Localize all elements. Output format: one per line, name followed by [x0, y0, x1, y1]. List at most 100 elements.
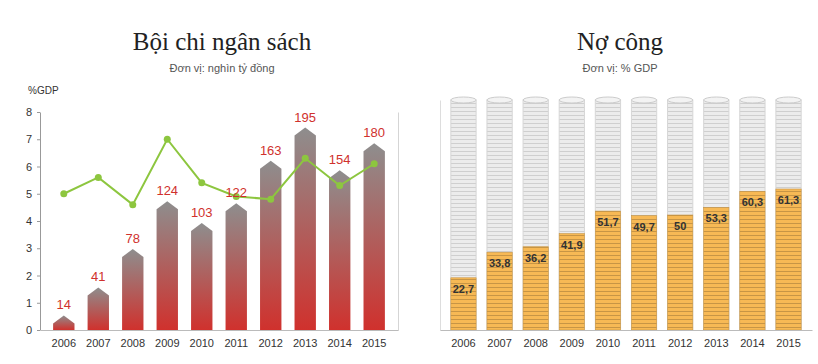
track-top-coin: [740, 97, 765, 103]
bar: [487, 252, 512, 330]
chart-subtitle: Đơn vị: % GDP: [582, 62, 657, 74]
y-tick: 1: [26, 297, 40, 309]
x-tick-label: 2013: [704, 337, 728, 349]
chart-title: Bội chi ngân sách: [133, 28, 312, 55]
line: [64, 139, 374, 204]
bar: [559, 234, 584, 330]
y-tick: 2: [26, 270, 40, 282]
x-tick: 2013: [704, 330, 728, 349]
bar: [740, 191, 765, 330]
x-tick-label: 2008: [121, 337, 145, 349]
data-label: 154: [329, 152, 351, 167]
x-tick: 2006: [52, 330, 76, 349]
y-tick-label: 3: [26, 242, 32, 254]
y-tick-mark: [37, 276, 40, 277]
y-tick-label: 6: [26, 161, 32, 173]
bar: [668, 215, 693, 330]
bar: [157, 201, 178, 330]
data-label: 41,9: [561, 239, 582, 251]
x-axis-line: [441, 330, 813, 331]
x-tick-label: 2008: [523, 337, 547, 349]
y-tick: 0: [26, 324, 40, 336]
bar: [364, 143, 385, 330]
chart-svg: Bội chi ngân sách Đơn vị: nghìn tỷ đồng 0 1…: [0, 0, 818, 364]
data-label: 195: [294, 110, 316, 125]
column-track: [451, 97, 801, 330]
marker: [336, 182, 343, 189]
x-tick: 2012: [258, 330, 282, 349]
data-label: 49,7: [633, 221, 654, 233]
x-tick-label: 2009: [155, 337, 179, 349]
track-top-coin: [487, 97, 512, 103]
y-tick-label: 4: [26, 215, 32, 227]
y-tick-label: 2: [26, 270, 32, 282]
x-tick: 2015: [362, 330, 386, 349]
data-labels: 22,733,836,241,951,749,75053,360,361,3: [453, 194, 799, 295]
track-top-coin: [451, 97, 476, 103]
data-label: 14: [57, 297, 71, 312]
x-tick: 2007: [487, 330, 511, 349]
track: [487, 100, 512, 330]
x-tick: 2008: [121, 330, 145, 349]
data-label: 180: [363, 125, 385, 140]
y-tick: 5: [26, 188, 40, 200]
track: [559, 100, 584, 330]
y2-axis: [398, 113, 399, 331]
bar: [451, 278, 476, 330]
x-tick: 2007: [86, 330, 110, 349]
y-tick-mark: [37, 330, 40, 331]
y-tick-mark: [37, 139, 40, 140]
x-axis: 2006200720082009201020112012201320142015: [41, 330, 399, 349]
y-tick-mark: [37, 194, 40, 195]
y-tick: 8: [26, 106, 40, 118]
track-top-coin: [523, 97, 548, 103]
y-tick-label: 0: [26, 324, 32, 336]
bar: [191, 223, 212, 330]
marker: [267, 196, 274, 203]
bar: [53, 315, 74, 330]
data-label: 22,7: [453, 283, 474, 295]
data-label: 124: [156, 183, 178, 198]
y-tick-mark: [37, 112, 40, 113]
marker: [129, 201, 136, 208]
marker: [164, 136, 171, 143]
x-tick: 2009: [560, 330, 584, 349]
y-axis-line: [40, 113, 41, 331]
bar-series: [53, 128, 385, 330]
data-label: 51,7: [597, 216, 618, 228]
x-tick: 2014: [327, 330, 351, 349]
y2-axis-line: [398, 113, 399, 331]
x-tick-label: 2010: [190, 337, 214, 349]
bar: [260, 161, 281, 330]
data-label: 163: [260, 143, 282, 158]
x-tick: 2010: [596, 330, 620, 349]
y-axis-title: %GDP: [28, 85, 59, 96]
x-tick-label: 2012: [258, 337, 282, 349]
track-top-coin: [631, 97, 656, 103]
x-tick: 2008: [523, 330, 547, 349]
bar: [122, 249, 143, 330]
x-tick-label: 2014: [327, 337, 351, 349]
x-tick: 2011: [632, 330, 656, 349]
x-tick-label: 2010: [596, 337, 620, 349]
chart-subtitle: Đơn vị: nghìn tỷ đồng: [169, 62, 274, 74]
data-label: 33,8: [489, 257, 510, 269]
x-axis-line: [41, 330, 399, 331]
marker: [198, 179, 205, 186]
track: [704, 100, 729, 330]
y-tick-label: 5: [26, 188, 32, 200]
track: [451, 100, 476, 330]
y-axis: 012345678: [26, 106, 41, 336]
track-top-coin: [704, 97, 729, 103]
x-tick: 2010: [190, 330, 214, 349]
data-labels: 144178124103122163195154180: [57, 110, 385, 313]
data-label: 50: [674, 220, 686, 232]
track: [595, 100, 620, 330]
chart-title: Nợ công: [577, 28, 664, 55]
y-tick: 4: [26, 215, 40, 227]
y-tick-label: 1: [26, 297, 32, 309]
x-tick-label: 2009: [560, 337, 584, 349]
y-tick-mark: [37, 248, 40, 249]
x-tick-label: 2014: [740, 337, 764, 349]
data-label: 36,2: [525, 252, 546, 264]
